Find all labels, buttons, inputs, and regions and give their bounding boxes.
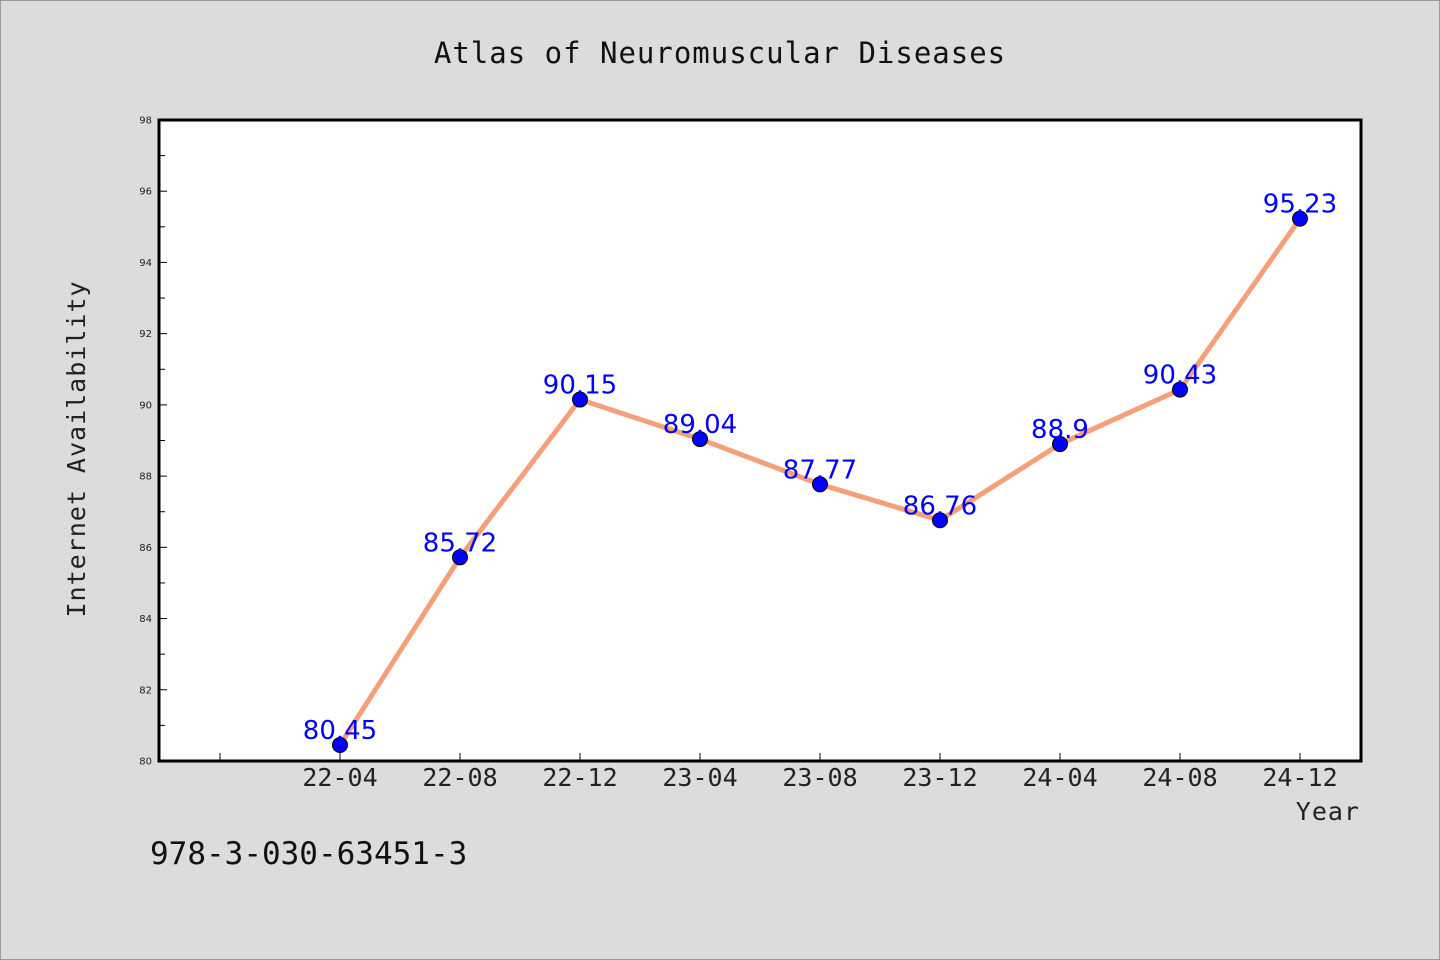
data-point [932, 512, 948, 529]
data-label: 90.15 [543, 371, 617, 401]
x-tick-label: 23-08 [782, 763, 857, 792]
data-point [332, 736, 348, 753]
x-tick-label: 22-12 [542, 763, 617, 792]
x-tick-label: 24-08 [1142, 763, 1217, 792]
y-tick-label: 98 [139, 116, 152, 127]
data-point [692, 431, 708, 448]
x-tick-label: 22-04 [302, 763, 377, 792]
x-tick-label: 22-08 [422, 763, 497, 792]
y-tick-label: 80 [139, 757, 152, 768]
data-point [1052, 436, 1068, 453]
y-tick-label: 92 [139, 329, 152, 340]
x-tick-label: 24-04 [1022, 763, 1097, 792]
data-label: 85.72 [423, 528, 497, 558]
data-label: 86.76 [903, 491, 977, 521]
data-label: 90.43 [1143, 361, 1217, 391]
footnote-isbn: 978-3-030-63451-3 [150, 836, 467, 872]
y-tick-label: 88 [139, 472, 152, 483]
plot-area [157, 118, 1363, 763]
x-axis-label: Year [1296, 797, 1360, 826]
y-tick-label: 84 [139, 614, 152, 625]
x-tick-label: 23-12 [902, 763, 977, 792]
series: 80.45 85.72 90.15 89.04 87.77 86.76 88.9 90.43 9… [303, 190, 1337, 753]
data-point [1292, 210, 1308, 227]
x-tick-label: 24-12 [1262, 763, 1337, 792]
y-axis-label: Internet Availability [62, 280, 91, 617]
data-label: 87.77 [783, 455, 857, 485]
data-point [1172, 381, 1188, 398]
x-axis: 22-04 22-08 22-12 23-04 23-08 23-12 24-04 24-08… [219, 753, 1338, 792]
data-point [452, 549, 468, 566]
y-tick-label: 96 [139, 187, 152, 198]
y-tick-label: 86 [139, 543, 152, 554]
data-label: 95.23 [1263, 190, 1337, 220]
chart-title: Atlas of Neuromuscular Diseases [434, 36, 1006, 70]
y-tick-label: 94 [139, 258, 152, 269]
data-label: 88.9 [1031, 415, 1089, 445]
y-axis: 80 82 84 86 88 90 92 94 96 98 [139, 116, 167, 768]
y-tick-label: 90 [139, 400, 152, 411]
data-point [572, 391, 588, 408]
data-label: 80.45 [303, 716, 377, 746]
x-tick-label: 23-04 [662, 763, 737, 792]
data-label: 89.04 [663, 410, 737, 440]
y-tick-label: 82 [139, 685, 152, 696]
data-point [812, 476, 828, 493]
